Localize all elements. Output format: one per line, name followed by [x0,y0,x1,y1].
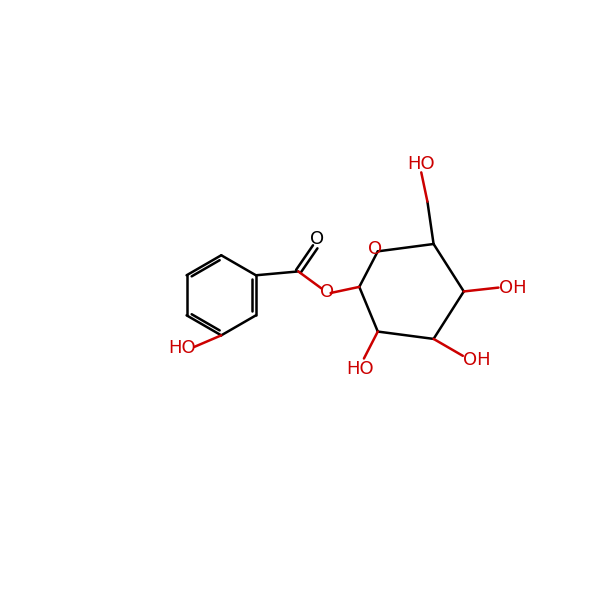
Text: O: O [368,240,382,258]
Text: HO: HO [407,155,435,173]
Text: O: O [320,283,334,301]
Text: OH: OH [463,350,491,368]
Text: HO: HO [346,359,374,377]
Text: OH: OH [499,278,526,296]
Text: HO: HO [168,340,196,358]
Text: O: O [310,230,324,248]
